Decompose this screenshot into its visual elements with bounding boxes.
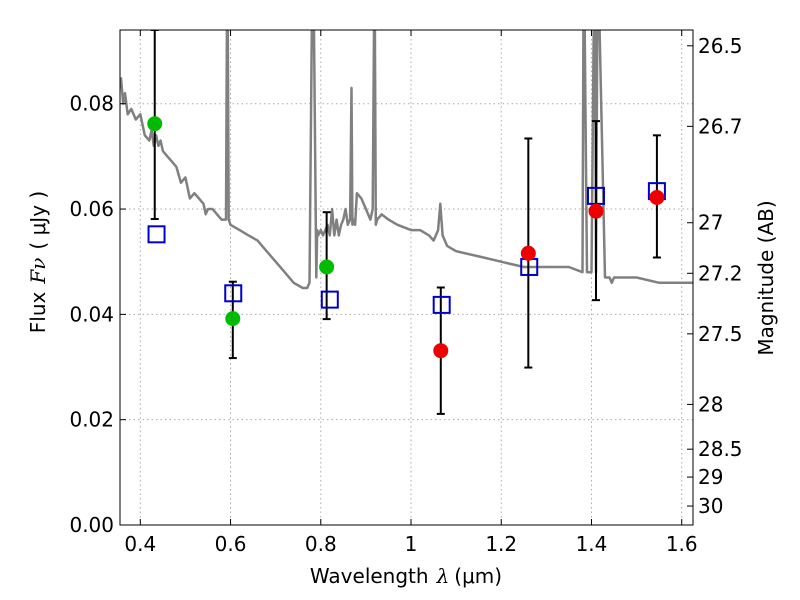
y-axis-symbol: Fν	[26, 258, 50, 285]
model-photometry-square	[432, 295, 451, 314]
right-tick-label: 28	[698, 392, 723, 416]
y-axis-label-text: Flux	[26, 291, 50, 333]
observed-flux-point	[225, 311, 241, 327]
x-tick-label: 0.4	[124, 532, 156, 556]
y-tick-label: 0.00	[69, 513, 114, 537]
observed-flux-point	[433, 343, 449, 359]
right-tick-label: 27.2	[698, 261, 743, 285]
x-axis-label-text: Wavelength	[310, 564, 429, 588]
model-photometry-square	[320, 290, 339, 309]
observed-flux-point	[520, 245, 536, 261]
x-tick-label: 1.4	[576, 532, 608, 556]
y-tick-label: 0.08	[69, 92, 114, 116]
x-axis-symbol: λ	[436, 564, 450, 588]
x-tick-label: 1.2	[485, 532, 517, 556]
model-spectrum-line	[120, 30, 693, 290]
model-photometry-square	[224, 284, 243, 303]
y-axis-label: Flux Fν ( μJy )	[26, 191, 50, 333]
axis-ticks: 0.4 0.6 0.8 1 1.2 1.4 1.6 0.00 0.02 0.04 0.06 0.08 2…	[69, 30, 743, 556]
y-tick-label: 0.06	[69, 197, 114, 221]
x-tick-label: 1.6	[666, 532, 698, 556]
y-tick-label: 0.04	[69, 302, 114, 326]
right-tick-label: 28.5	[698, 437, 743, 461]
model-photometry-square	[147, 225, 166, 244]
data-layer	[120, 30, 693, 415]
right-tick-label: 29	[698, 465, 723, 489]
right-tick-label: 26.5	[698, 34, 743, 58]
observed-flux-point	[588, 203, 604, 219]
right-axis-label: Magnitude (AB)	[754, 200, 778, 355]
x-tick-label: 0.8	[305, 532, 337, 556]
x-tick-label: 0.6	[215, 532, 247, 556]
observed-flux-point	[649, 189, 665, 205]
x-tick-label: 1	[405, 532, 418, 556]
right-tick-label: 27.5	[698, 322, 743, 346]
right-tick-label: 26.7	[698, 114, 743, 138]
x-axis-label: Wavelength λ (μm)	[310, 564, 502, 588]
right-tick-label: 27	[698, 211, 723, 235]
right-tick-label: 30	[698, 494, 723, 518]
x-axis-unit: (μm)	[454, 564, 502, 588]
y-axis-unit: ( μJy )	[26, 191, 50, 250]
observed-flux-point	[319, 259, 335, 275]
observed-flux-point	[147, 116, 163, 132]
y-tick-label: 0.02	[69, 408, 114, 432]
plot-frame	[119, 29, 694, 526]
